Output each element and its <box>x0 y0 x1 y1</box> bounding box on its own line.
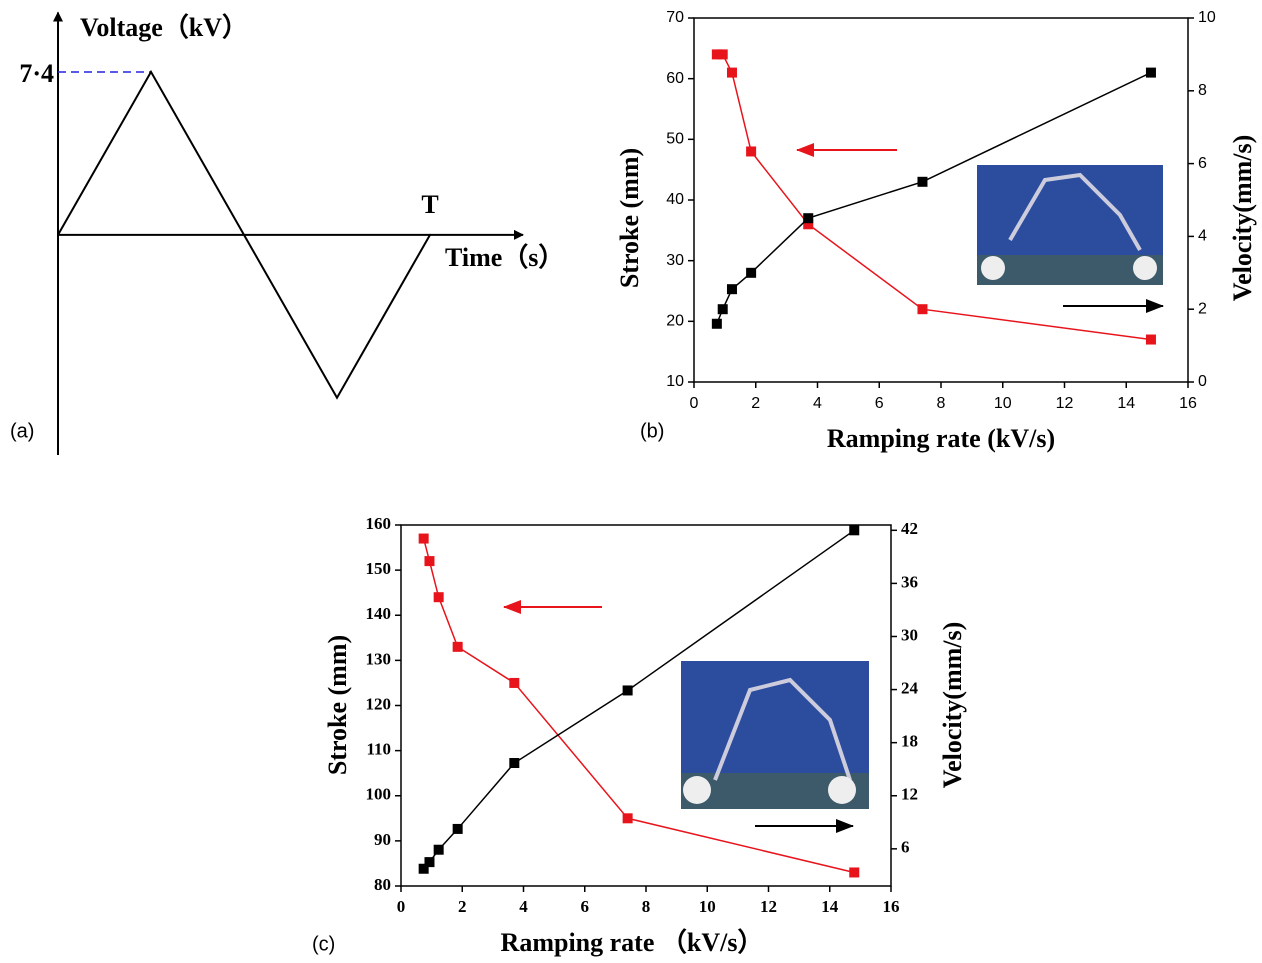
series-line <box>57 69 431 400</box>
data-point <box>711 318 722 329</box>
y2-tick-label: 36 <box>901 572 918 591</box>
y-tick-label: 20 <box>666 313 684 330</box>
data-point <box>746 267 757 278</box>
x-tick-label: 2 <box>458 897 467 916</box>
x-tick-label: 6 <box>581 897 590 916</box>
data-point <box>803 213 814 224</box>
x-tick-label: 8 <box>937 395 946 412</box>
data-point <box>424 556 435 567</box>
y-tick-label: 150 <box>366 559 392 578</box>
y-axis-label: Voltage（kV） <box>80 13 248 42</box>
data-point <box>717 304 728 315</box>
x-tick-label: 2 <box>751 395 760 412</box>
x-axis-label: Ramping rate （kV/s） <box>501 928 764 957</box>
data-point <box>803 219 814 230</box>
data-point <box>917 304 928 315</box>
data-point <box>726 67 737 78</box>
panel-label: (b) <box>640 420 664 442</box>
y-tick-label: 110 <box>366 740 391 759</box>
data-point <box>433 844 444 855</box>
data-point <box>418 863 429 874</box>
y-tick-label: 90 <box>374 830 391 849</box>
x-tick-label: 12 <box>760 897 777 916</box>
y-tick-label: 10 <box>666 373 684 390</box>
x-tick-label: 8 <box>642 897 651 916</box>
data-point <box>418 533 429 544</box>
y-tick-label: 100 <box>366 785 392 804</box>
y2-tick-label: 6 <box>901 838 910 857</box>
y-tick-label: 120 <box>366 694 392 713</box>
y2-tick-label: 12 <box>901 785 918 804</box>
y-tick-label: 160 <box>366 514 392 533</box>
data-point <box>424 857 435 868</box>
data-point <box>452 641 463 652</box>
x-tick-label: 12 <box>1056 395 1074 412</box>
x-tick-label: T <box>421 190 438 219</box>
y-axis-label: Stroke (mm) <box>615 148 644 288</box>
y-tick-label: 140 <box>366 604 392 623</box>
x-tick-label: 10 <box>994 395 1012 412</box>
y2-tick-label: 24 <box>901 678 919 697</box>
y-axis-label: Stroke (mm) <box>323 635 352 775</box>
y-tick-label: 60 <box>666 70 684 87</box>
data-point <box>452 823 463 834</box>
panel-label: (a) <box>10 420 34 442</box>
data-point <box>917 176 928 187</box>
y-tick-label: 7·4 <box>19 59 54 88</box>
x-tick-label: 0 <box>690 395 699 412</box>
x-axis-label: Time（s） <box>445 243 564 272</box>
data-point <box>711 49 722 60</box>
data-point <box>1145 334 1156 345</box>
y-tick-label: 130 <box>366 649 392 668</box>
y-tick-label: 40 <box>666 191 684 208</box>
y2-tick-label: 42 <box>901 519 918 538</box>
data-point <box>509 677 520 688</box>
y2-tick-label: 30 <box>901 625 918 644</box>
data-point <box>849 525 860 536</box>
y-tick-label: 30 <box>666 252 684 269</box>
y-tick-label: 70 <box>666 9 684 26</box>
y2-tick-label: 2 <box>1198 300 1207 317</box>
panel-label: (c) <box>312 933 335 955</box>
y2-axis-label: Velocity(mm/s) <box>1228 135 1257 302</box>
x-tick-label: 14 <box>1117 395 1135 412</box>
data-point <box>509 758 520 769</box>
data-point <box>849 867 860 878</box>
x-tick-label: 0 <box>397 897 406 916</box>
x-axis-label: Ramping rate (kV/s) <box>827 424 1055 453</box>
inset-photo <box>977 165 1163 285</box>
y2-tick-label: 6 <box>1198 155 1207 172</box>
data-point <box>622 685 633 696</box>
inset-photo <box>681 661 869 809</box>
y-tick-label: 80 <box>374 875 391 894</box>
y2-tick-label: 10 <box>1198 9 1216 26</box>
data-point <box>726 284 737 295</box>
y2-tick-label: 18 <box>901 732 918 751</box>
y-tick-label: 50 <box>666 131 684 148</box>
data-point <box>622 813 633 824</box>
x-tick-label: 4 <box>519 897 528 916</box>
x-tick-label: 6 <box>875 395 884 412</box>
y2-axis-label: Velocity(mm/s) <box>938 622 967 789</box>
data-point <box>746 146 757 157</box>
x-tick-label: 16 <box>1179 395 1197 412</box>
data-point <box>717 49 728 60</box>
x-tick-label: 16 <box>883 897 900 916</box>
data-point <box>433 592 444 603</box>
x-tick-label: 14 <box>821 897 839 916</box>
x-tick-label: 4 <box>813 395 822 412</box>
x-tick-label: 10 <box>699 897 716 916</box>
y2-tick-label: 4 <box>1198 228 1207 245</box>
y2-tick-label: 0 <box>1198 373 1207 390</box>
data-point <box>1145 67 1156 78</box>
y2-tick-label: 8 <box>1198 82 1207 99</box>
